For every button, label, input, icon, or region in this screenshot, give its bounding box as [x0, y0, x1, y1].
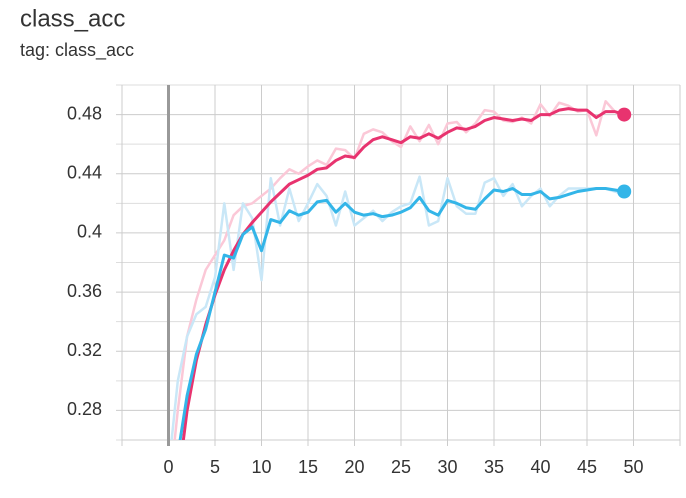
y-tick-label: 0.36 — [67, 281, 102, 301]
chart-subtitle: tag: class_acc — [20, 40, 134, 61]
x-tick-label: 40 — [530, 457, 550, 477]
x-tick-label: 50 — [623, 457, 643, 477]
end-marker — [617, 184, 632, 199]
grid: 0.28 0.32 0.36 0.4 0.44 0.48 0 5 10 15 20 25 30 35 40 4… — [67, 84, 681, 477]
series-line — [170, 175, 625, 440]
x-tick-label: 25 — [391, 457, 411, 477]
x-tick-label: 10 — [251, 457, 271, 477]
x-tick-label: 45 — [577, 457, 597, 477]
end-marker — [617, 107, 632, 122]
y-tick-label: 0.32 — [67, 340, 102, 360]
x-tick-label: 15 — [298, 457, 318, 477]
y-tick-label: 0.48 — [67, 103, 102, 123]
series-line — [178, 187, 625, 440]
chart-title: class_acc — [20, 5, 125, 32]
y-tick-label: 0.4 — [77, 222, 102, 242]
x-tick-label: 35 — [484, 457, 504, 477]
series-line — [173, 100, 625, 440]
x-tick-label: 0 — [163, 457, 173, 477]
y-tick-label: 0.44 — [67, 163, 102, 183]
y-tick-label: 0.28 — [67, 399, 102, 419]
x-tick-label: 5 — [210, 457, 220, 477]
x-tick-label: 30 — [437, 457, 457, 477]
plot-area — [170, 100, 625, 440]
x-tick-label: 20 — [344, 457, 364, 477]
